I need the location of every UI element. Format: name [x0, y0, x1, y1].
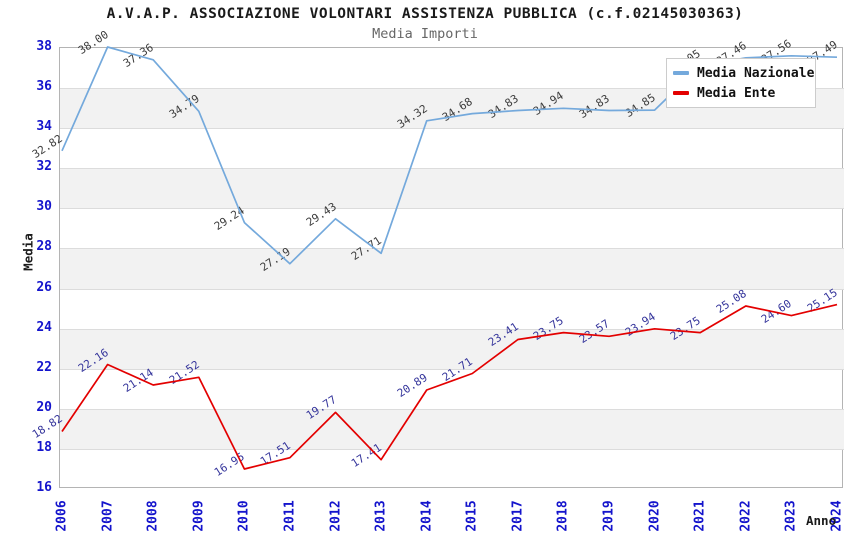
grid-band: [60, 168, 844, 209]
legend-label: Media Nazionale: [697, 65, 815, 81]
media-ente-swatch-icon: [673, 91, 689, 95]
gridline: [60, 208, 844, 210]
chart-title: A.V.A.P. ASSOCIAZIONE VOLONTARI ASSISTEN…: [106, 6, 744, 22]
gridline: [60, 408, 844, 410]
gridline: [60, 88, 844, 90]
y-tick-label: 32: [36, 159, 52, 175]
gridline: [60, 168, 844, 170]
y-tick-label: 18: [36, 439, 52, 455]
media-nazionale-swatch-icon: [673, 71, 689, 75]
grid-band: [60, 408, 844, 449]
gridline: [60, 368, 844, 370]
gridline: [60, 248, 844, 250]
y-tick-label: 36: [36, 79, 52, 95]
gridline: [60, 128, 844, 130]
y-tick-label: 22: [36, 359, 52, 375]
media-ente-line: [61, 303, 838, 470]
x-axis-title: Anno: [806, 513, 837, 528]
legend-label: Media Ente: [697, 85, 776, 101]
y-tick-label: 30: [36, 199, 52, 215]
gridline: [60, 288, 844, 290]
legend-item-media-nazionale: Media Nazionale: [673, 66, 814, 81]
legend-item-media-ente: Media Ente: [673, 86, 809, 101]
y-tick-label: 16: [36, 480, 52, 495]
y-tick-label: 38: [36, 39, 52, 54]
gridline: [60, 448, 844, 450]
y-tick-label: 20: [36, 399, 52, 415]
legend: Media Nazionale Media Ente: [666, 58, 816, 108]
y-tick-label: 28: [36, 239, 52, 255]
y-tick-label: 24: [36, 319, 52, 335]
y-tick-label: 26: [36, 279, 52, 295]
grid-band: [60, 248, 844, 289]
gridline: [60, 328, 844, 330]
plot-area: [59, 47, 844, 488]
y-tick-label: 34: [36, 119, 52, 135]
grid-band: [60, 328, 844, 369]
chart-subtitle: Media Importi: [372, 26, 478, 42]
